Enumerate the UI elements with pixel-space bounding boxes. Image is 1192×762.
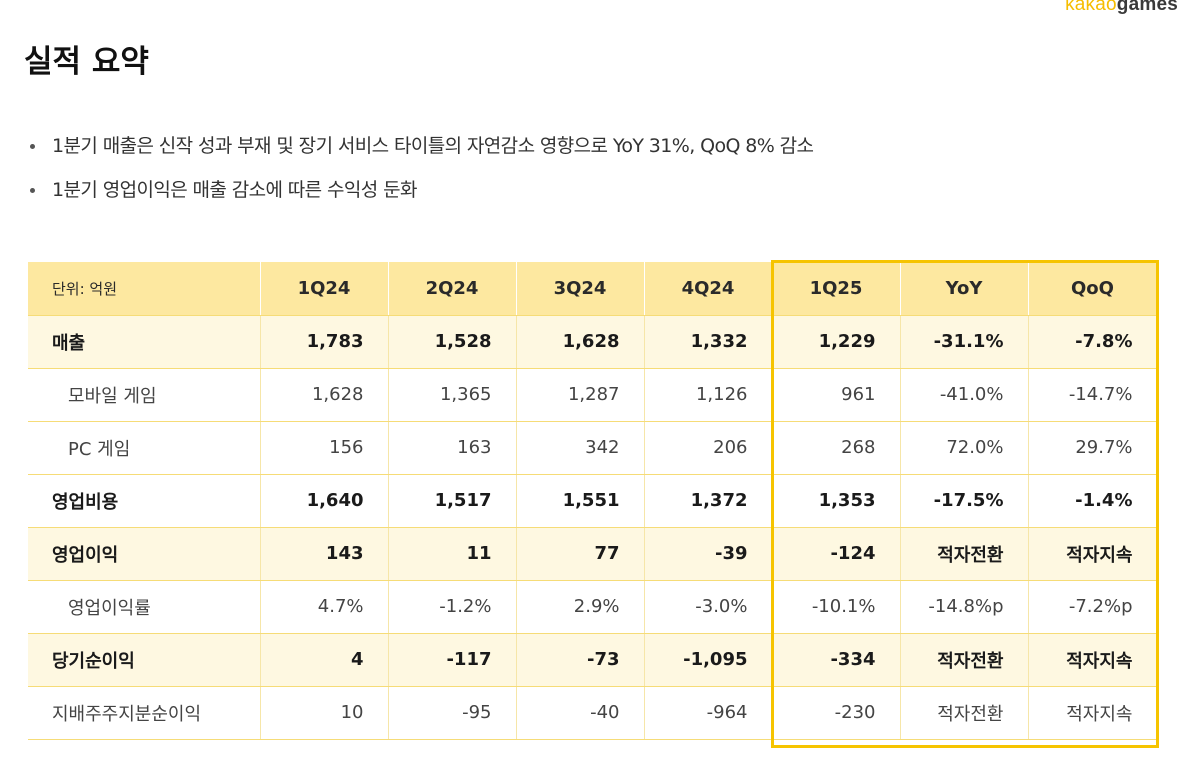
table-cell: -1.4% (1028, 474, 1158, 528)
table-cell: 1,287 (516, 368, 645, 422)
table-cell: 1,628 (260, 368, 389, 422)
table-cell: -73 (516, 633, 645, 687)
table-cell: 적자지속 (1028, 527, 1158, 581)
table-cell: 1,628 (516, 315, 645, 369)
table-row: 영업비용 1,640 1,517 1,551 1,372 1,353 -17.5… (28, 474, 1158, 528)
table-cell: 1,551 (516, 474, 645, 528)
table-row: 매출 1,783 1,528 1,628 1,332 1,229 -31.1% … (28, 315, 1158, 369)
bullet-item: 1분기 영업이익은 매출 감소에 따른 수익성 둔화 (28, 175, 813, 219)
table-cell: 268 (772, 421, 901, 475)
table-cell: -7.8% (1028, 315, 1158, 369)
table-cell: 1,229 (772, 315, 901, 369)
table-cell: 1,783 (260, 315, 389, 369)
table-cell: -964 (644, 686, 773, 740)
table-cell: -31.1% (900, 315, 1029, 369)
table-cell: -40 (516, 686, 645, 740)
bullet-item: 1분기 매출은 신작 성과 부재 및 장기 서비스 타이틀의 자연감소 영향으로… (28, 131, 814, 175)
table-cell: 1,372 (644, 474, 773, 528)
row-label: 지배주주지분순이익 (28, 686, 261, 740)
table-cell: 143 (260, 527, 389, 581)
row-label: 모바일 게임 (28, 368, 261, 422)
column-header: 1Q25 (772, 262, 901, 316)
row-label: 영업이익률 (28, 580, 261, 634)
column-header: 1Q24 (260, 262, 389, 316)
column-header: 3Q24 (516, 262, 645, 316)
table-cell: 2.9% (516, 580, 645, 634)
table-cell: 1,517 (388, 474, 517, 528)
table-cell: -334 (772, 633, 901, 687)
table-cell: -41.0% (900, 368, 1029, 422)
earnings-table: 단위: 억원 1Q24 2Q24 3Q24 4Q24 1Q25 YoY QoQ … (28, 262, 1158, 740)
table-cell: 156 (260, 421, 389, 475)
table-cell: 1,640 (260, 474, 389, 528)
kakaogames-logo: kakaogames (1065, 0, 1178, 15)
column-header: 4Q24 (644, 262, 773, 316)
table-cell: -117 (388, 633, 517, 687)
table-cell: 4.7% (260, 580, 389, 634)
row-label: 매출 (28, 315, 261, 369)
table-cell: -3.0% (644, 580, 773, 634)
table-cell: 1,332 (644, 315, 773, 369)
table-cell: 10 (260, 686, 389, 740)
unit-label: 단위: 억원 (28, 262, 261, 316)
table-cell: 163 (388, 421, 517, 475)
table-cell: 적자지속 (1028, 633, 1158, 687)
table-cell: 적자지속 (1028, 686, 1158, 740)
table-cell: 1,353 (772, 474, 901, 528)
table-cell: 1,126 (644, 368, 773, 422)
table-cell: -230 (772, 686, 901, 740)
table-cell: 29.7% (1028, 421, 1158, 475)
row-label: PC 게임 (28, 421, 261, 475)
table-cell: 적자전환 (900, 686, 1029, 740)
table-cell: -7.2%p (1028, 580, 1158, 634)
table-cell: -14.7% (1028, 368, 1158, 422)
table-cell: 342 (516, 421, 645, 475)
summary-bullets: 1분기 매출은 신작 성과 부재 및 장기 서비스 타이틀의 자연감소 영향으로… (28, 131, 814, 219)
table-cell: -1.2% (388, 580, 517, 634)
table-cell: 1,365 (388, 368, 517, 422)
table-row: 당기순이익 4 -117 -73 -1,095 -334 적자전환 적자지속 (28, 633, 1158, 687)
table-cell: 961 (772, 368, 901, 422)
table-header-row: 단위: 억원 1Q24 2Q24 3Q24 4Q24 1Q25 YoY QoQ (28, 262, 1158, 316)
table-row: 영업이익 143 11 77 -39 -124 적자전환 적자지속 (28, 527, 1158, 581)
table-cell: 206 (644, 421, 773, 475)
table-row: 영업이익률 4.7% -1.2% 2.9% -3.0% -10.1% -14.8… (28, 580, 1158, 634)
row-label: 영업이익 (28, 527, 261, 581)
table-cell: 적자전환 (900, 527, 1029, 581)
table-cell: 11 (388, 527, 517, 581)
table-cell: 72.0% (900, 421, 1029, 475)
table-cell: -14.8%p (900, 580, 1029, 634)
column-header: 2Q24 (388, 262, 517, 316)
table-cell: 77 (516, 527, 645, 581)
table-cell: 4 (260, 633, 389, 687)
row-label: 영업비용 (28, 474, 261, 528)
table-cell: 1,528 (388, 315, 517, 369)
table-row: 모바일 게임 1,628 1,365 1,287 1,126 961 -41.0… (28, 368, 1158, 422)
table-cell: -1,095 (644, 633, 773, 687)
table-cell: -39 (644, 527, 773, 581)
row-label: 당기순이익 (28, 633, 261, 687)
column-header: QoQ (1028, 262, 1158, 316)
page-title: 실적 요약 (24, 44, 149, 80)
table-row: 지배주주지분순이익 10 -95 -40 -964 -230 적자전환 적자지속 (28, 686, 1158, 740)
table-cell: -95 (388, 686, 517, 740)
column-header: YoY (900, 262, 1029, 316)
table-row: PC 게임 156 163 342 206 268 72.0% 29.7% (28, 421, 1158, 475)
table-cell: 적자전환 (900, 633, 1029, 687)
table-cell: -17.5% (900, 474, 1029, 528)
table-cell: -124 (772, 527, 901, 581)
table-cell: -10.1% (772, 580, 901, 634)
